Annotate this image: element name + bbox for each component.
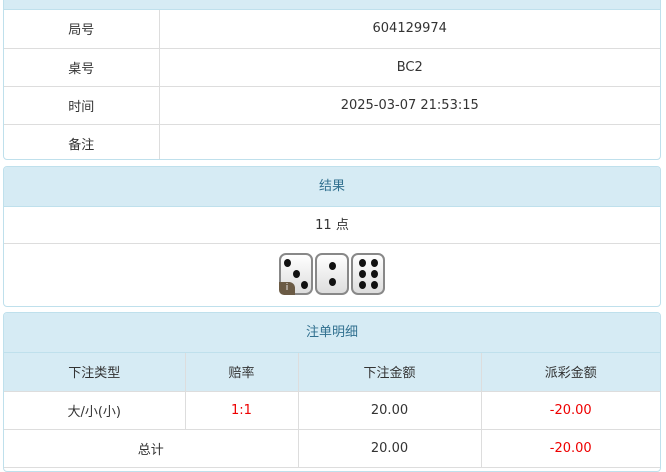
remark [158,123,660,159]
total-payout: -20.00 [480,428,660,468]
pip [370,258,378,267]
info-badge-icon[interactable]: i [279,282,295,295]
result-title: 结果 [4,167,660,207]
round-info-panel: 局号 604129974 桌号 BC2 时间 2025-03-07 21:53:15 … [3,0,661,160]
pip [358,270,366,278]
result-panel: 结果 11 点 i [3,166,661,307]
bet-detail-panel: 注单明细 下注类型 赔率 下注金额 派彩金额 大/小(小) 1:1 20.00 … [3,312,661,472]
table-number: BC2 [158,47,660,87]
dice-row: i [4,244,660,306]
panel-header [4,0,660,10]
label: 局号 [4,10,160,49]
table-row: 桌号 BC2 [4,47,660,87]
table-row: 备注 [4,123,660,159]
header-bet-amount: 下注金额 [297,353,482,392]
pip [370,270,378,278]
pip [328,261,336,270]
time: 2025-03-07 21:53:15 [158,85,660,125]
label: 时间 [4,85,160,125]
pip [300,280,308,289]
payout: -20.00 [480,390,660,430]
label: 桌号 [4,47,160,87]
pip [284,259,292,268]
pip [328,278,336,287]
table-row: 大/小(小) 1:1 20.00 -20.00 [4,390,660,430]
bet-detail-title: 注单明细 [4,313,660,353]
die-2 [315,253,349,295]
total-amount: 20.00 [297,428,482,468]
table-header-row: 下注类型 赔率 下注金额 派彩金额 [4,353,660,392]
header-odds: 赔率 [184,353,299,392]
header-payout: 派彩金额 [480,353,660,392]
result-points: 11 点 [4,207,660,244]
pip [292,270,300,278]
die-3: i [279,253,313,295]
pip [358,281,366,290]
bet-type: 大/小(小) [4,390,186,430]
odds: 1:1 [184,390,299,430]
bet-amount: 20.00 [297,390,482,430]
pip [370,281,378,290]
table-row: 时间 2025-03-07 21:53:15 [4,85,660,125]
total-row: 总计 20.00 -20.00 [4,428,660,468]
label: 备注 [4,123,160,159]
total-label: 总计 [4,428,299,468]
header-bet-type: 下注类型 [4,353,186,392]
table-row: 局号 604129974 [4,10,660,49]
pip [358,258,366,267]
die-6 [351,253,385,295]
round-number: 604129974 [158,10,660,49]
